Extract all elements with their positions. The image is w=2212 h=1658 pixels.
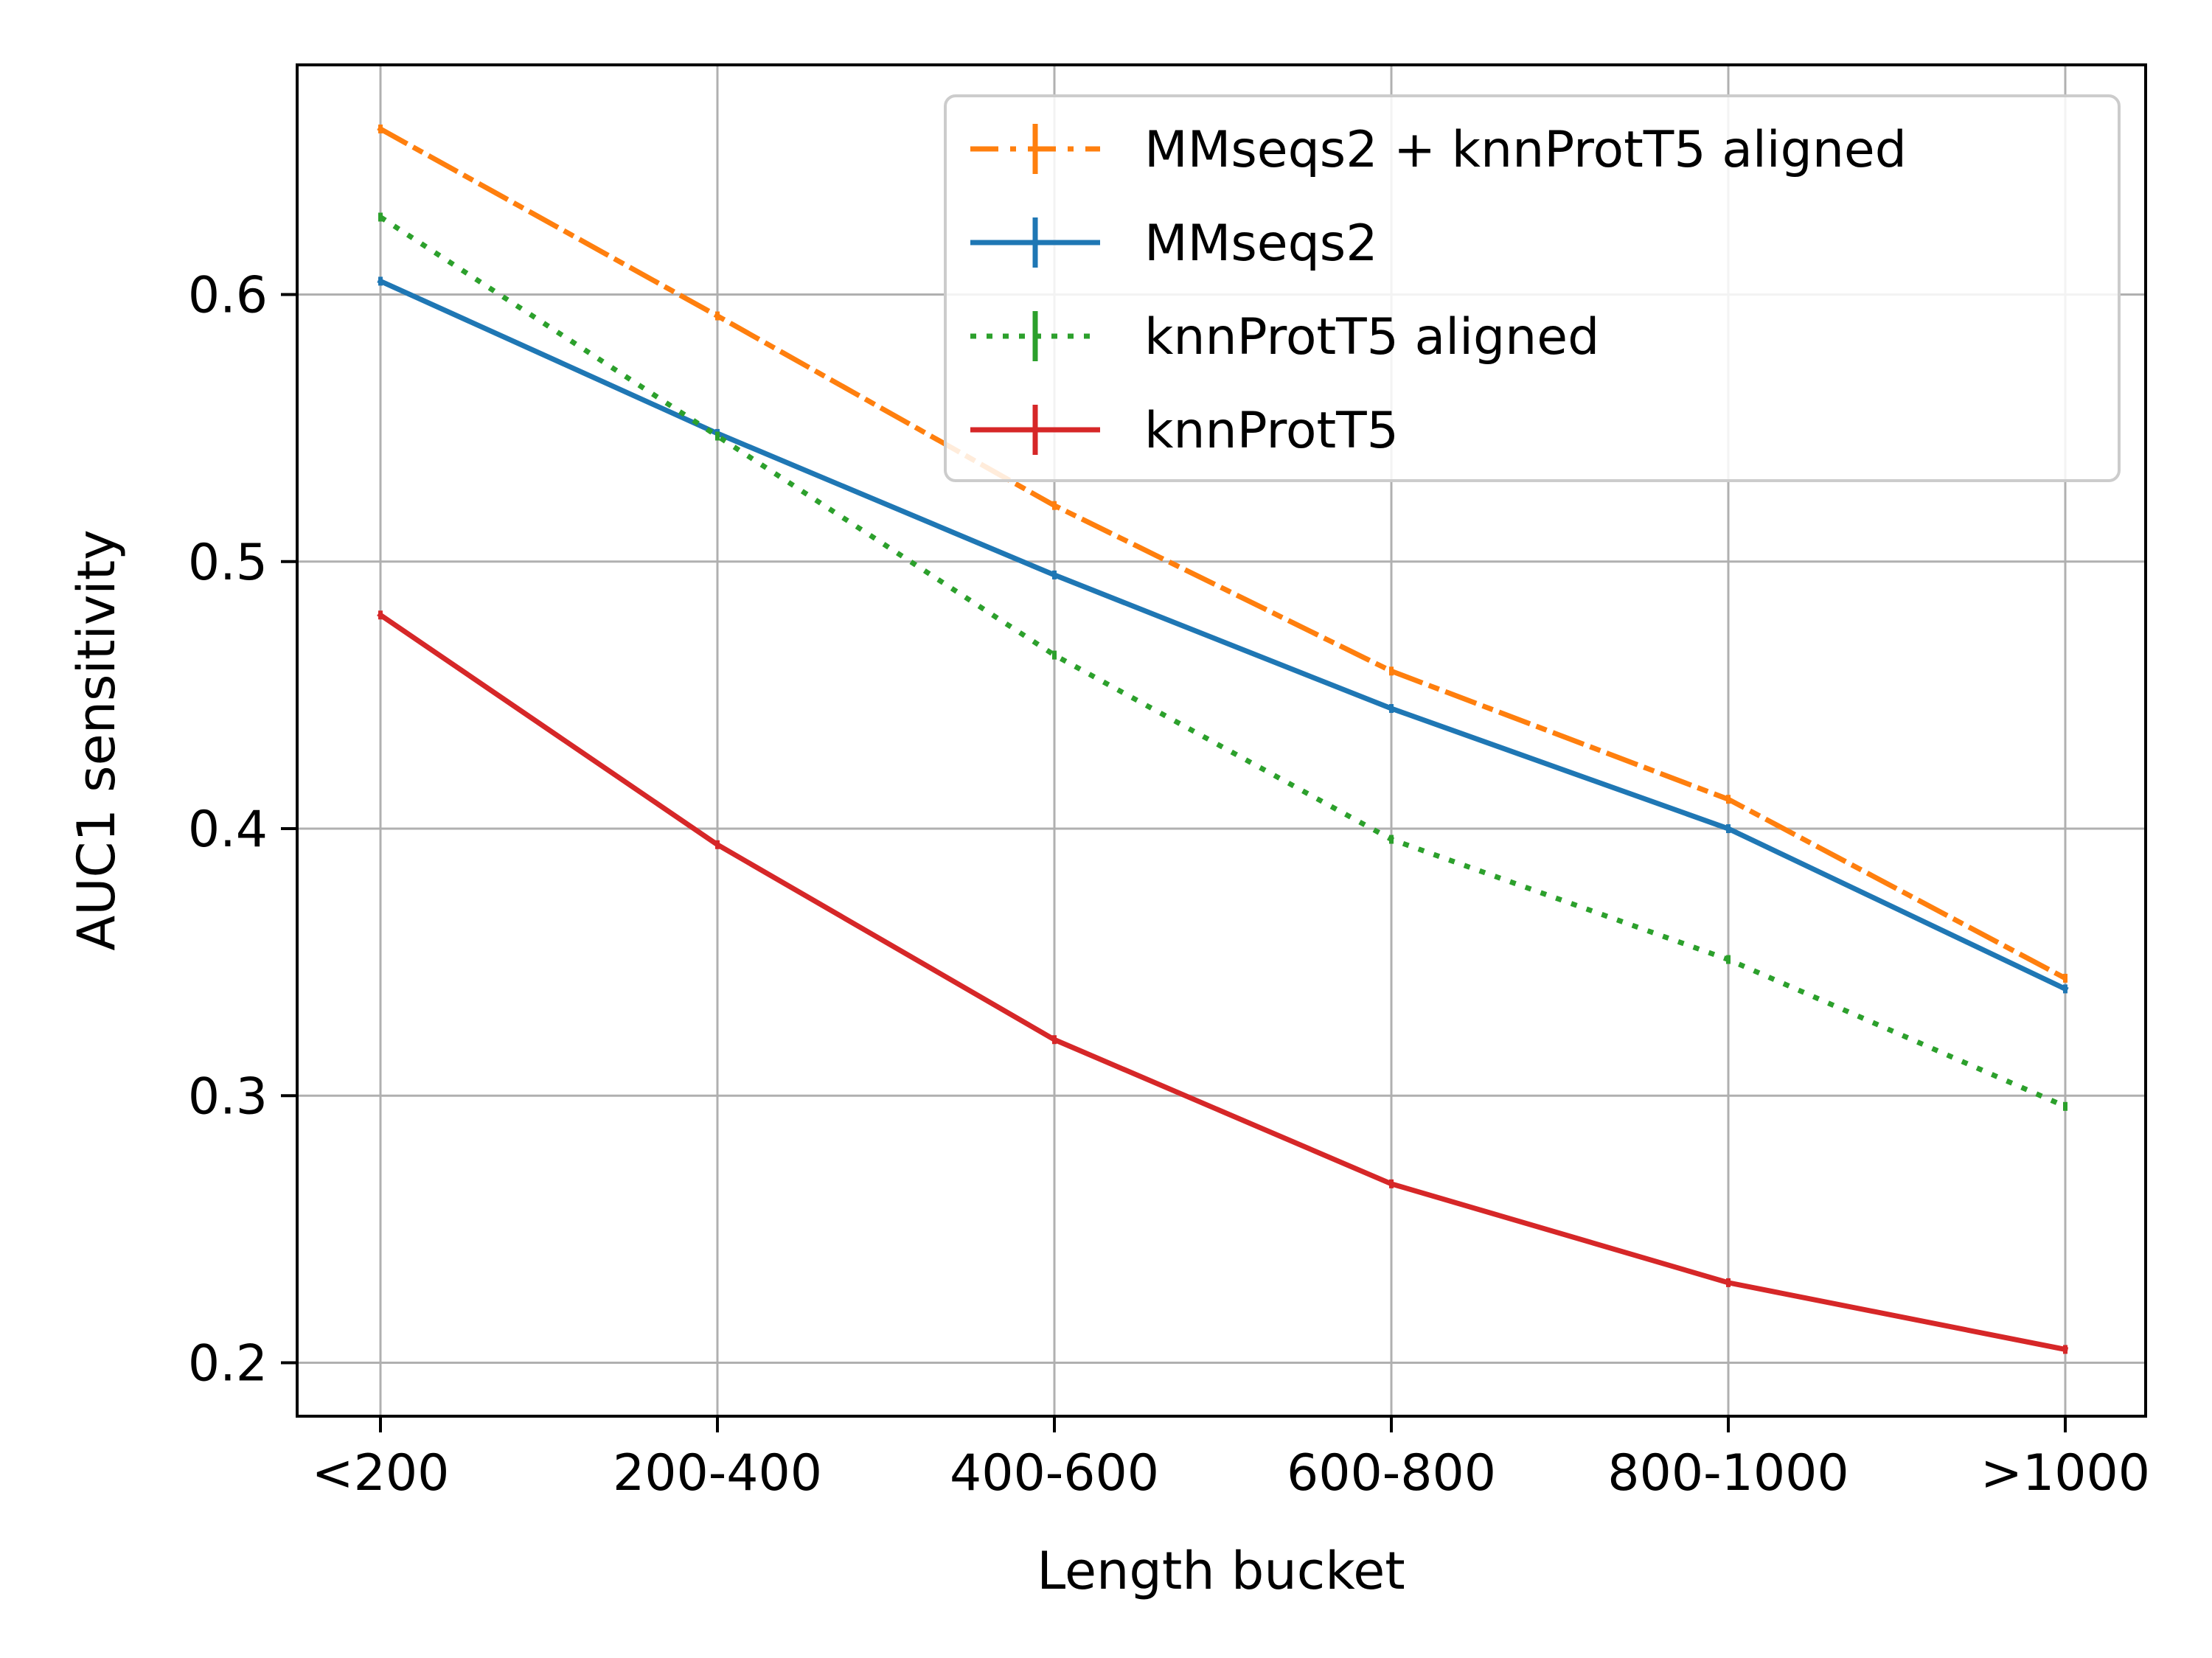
- series-line-0: [377, 125, 2069, 982]
- legend-label: MMseqs2 + knnProtT5 aligned: [1144, 121, 1907, 179]
- x-tick-label: >1000: [1980, 1444, 2150, 1502]
- y-tick-label: 0.3: [188, 1067, 268, 1126]
- y-axis-title: AUC1 sensitivity: [66, 529, 127, 950]
- x-tick-label: 800-1000: [1607, 1444, 1848, 1502]
- x-tick-label: 400-600: [950, 1444, 1159, 1502]
- series-line-3: [377, 611, 2069, 1353]
- x-tick-label: 200-400: [613, 1444, 822, 1502]
- legend: MMseqs2 + knnProtT5 aligned MMseqs2 knnPro…: [944, 94, 2121, 482]
- axis-ticks: <200 200-400 400-600 600-800 800-1000 >1000 0.…: [188, 267, 2150, 1502]
- plot-frame: [296, 63, 2147, 1418]
- series-lines: [377, 124, 2069, 1354]
- legend-box: [944, 94, 2121, 482]
- legend-label: MMseqs2: [1144, 215, 1377, 273]
- x-axis-title: Length bucket: [1037, 1541, 1405, 1601]
- y-tick-label: 0.5: [188, 534, 268, 592]
- series-line-2: [379, 215, 2067, 1109]
- legend-label: knnProtT5: [1144, 402, 1399, 460]
- y-tick-label: 0.2: [188, 1335, 268, 1393]
- x-tick-label: <200: [312, 1444, 450, 1502]
- legend-label: knnProtT5 aligned: [1144, 308, 1599, 366]
- series-line-1: [377, 277, 2069, 993]
- y-tick-label: 0.4: [188, 801, 268, 859]
- y-tick-label: 0.6: [188, 267, 268, 325]
- x-tick-label: 600-800: [1287, 1444, 1496, 1502]
